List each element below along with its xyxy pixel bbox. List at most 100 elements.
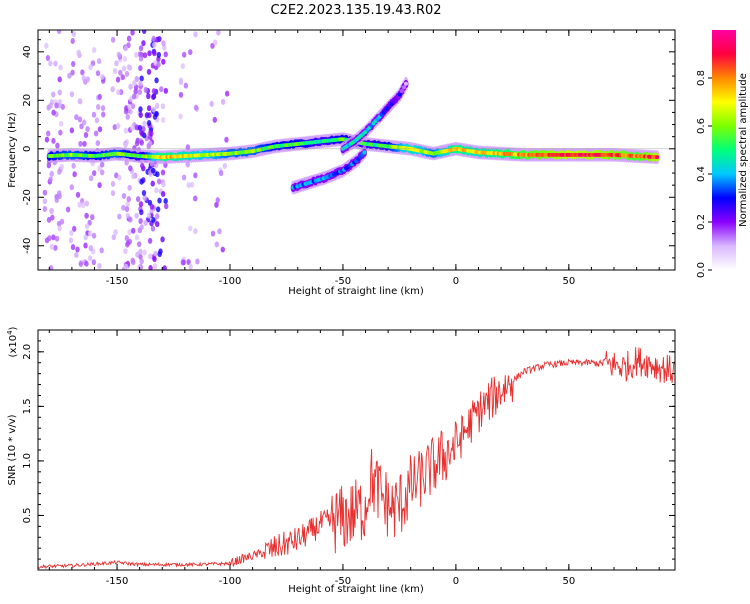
colorbar-label: Normalized spectral amplitude (738, 73, 749, 227)
spectrogram-speckle (120, 74, 125, 81)
spectrogram-speckle (135, 196, 141, 203)
spectrogram-speckle (161, 40, 166, 47)
spectrogram-speckle (84, 260, 89, 267)
spectrogram-speckle (110, 36, 116, 43)
spectrogram-speckle (91, 47, 97, 54)
spectrogram-speckle (69, 184, 74, 191)
spectrogram-y-tick-label: -20 (22, 189, 33, 205)
spectrogram-speckle (112, 67, 118, 74)
spectrogram-speckle (141, 40, 146, 47)
spectrogram-speckle (153, 250, 158, 257)
spectrogram-speckle (123, 127, 129, 134)
spectrogram-speckle (143, 219, 148, 226)
spectrogram-speckle (127, 184, 132, 191)
spectrogram-speckle (131, 93, 137, 100)
spectrogram-speckle (146, 93, 151, 100)
spectrogram-speckle (93, 130, 99, 137)
spectrogram-speckle (128, 216, 133, 223)
colorbar-tick-label: 0.8 (696, 70, 707, 86)
spectrogram-speckle (163, 51, 168, 58)
spectrogram-speckle (156, 61, 161, 68)
spectrogram-speckle (161, 116, 166, 123)
spectrogram-speckle (193, 195, 198, 202)
spectrogram-speckle (95, 140, 101, 147)
spectrogram-speckle (113, 229, 118, 236)
spectrogram-speckle (220, 246, 225, 253)
spectrogram-speckle (160, 236, 165, 243)
snr-y-tick-label: 1.5 (22, 398, 33, 414)
spectrogram-speckle (149, 203, 155, 210)
spectrogram-speckle (48, 176, 53, 183)
spectrogram-speckle (82, 140, 87, 147)
spectrogram-speckle (134, 76, 140, 83)
spectrogram-speckle (114, 60, 119, 67)
snr-multiplier: (x104) (6, 326, 19, 357)
spectrogram-speckle (59, 163, 65, 170)
spectrogram-speckle (210, 230, 216, 237)
spectrogram-speckle (77, 98, 83, 105)
spectrogram-speckle (58, 129, 63, 136)
spectrogram-speckle (46, 216, 52, 223)
spectrogram-speckle (138, 45, 144, 52)
spectrogram-y-tick-label: 0 (22, 146, 33, 152)
snr-y-tick-label: 1.0 (22, 453, 33, 469)
spectrogram-speckle (150, 225, 156, 232)
spectrogram-speckle (53, 60, 58, 67)
spectrogram-speckle (164, 203, 169, 210)
snr-multiplier-base: (x10 (8, 335, 19, 358)
spectrogram-speckle (77, 201, 82, 208)
spectrogram-speckle (138, 112, 143, 119)
spectrogram-speckle (51, 91, 56, 98)
spectrogram-speckle (97, 165, 102, 172)
spectrogram-speckle (186, 259, 191, 266)
spectrogram-speckle (60, 103, 65, 110)
spectrogram-speckle (78, 140, 83, 147)
snr-x-tick-label: -150 (106, 576, 129, 587)
spectrogram-speckle (138, 65, 143, 72)
spectrogram-speckle (83, 131, 89, 138)
spectrogram-speckle (152, 50, 157, 57)
spectrogram-speckle (88, 64, 93, 71)
spectrogram-speckle (137, 89, 143, 96)
spectrogram-speckle (123, 263, 129, 270)
spectrogram-y-tick-label: -40 (22, 238, 33, 254)
spectrogram-speckle (44, 136, 50, 143)
snr-x-tick-label: -50 (335, 576, 351, 587)
spectrogram-speckle (51, 234, 56, 241)
spectrogram-speckle (121, 193, 127, 200)
spectrogram-speckle (148, 264, 153, 270)
spectrogram-speckle (138, 201, 144, 208)
spectrogram-speckle (118, 69, 123, 76)
spectrogram-speckle (141, 190, 147, 197)
spectrogram-speckle (70, 37, 75, 44)
snr-x-tick-label: 0 (453, 576, 459, 587)
chart-title: C2E2.2023.135.19.43.R02 (270, 3, 441, 18)
spectrogram-x-tick-label: -100 (219, 276, 242, 287)
spectrogram-speckle (91, 111, 97, 118)
spectrogram-speckle (155, 213, 160, 220)
spectrogram-speckle (117, 174, 122, 181)
spectrogram-speckle (91, 232, 97, 239)
colorbar: 0.0 0.2 0.4 0.6 0.8 Normalized spectral ampl… (696, 30, 749, 278)
spectrogram-speckle (214, 241, 219, 248)
spectrogram-speckle (44, 42, 49, 49)
spectrogram-speckle (100, 73, 105, 80)
spectrogram-speckle (48, 265, 54, 270)
spectrogram-core (362, 150, 367, 155)
spectrogram-speckle (81, 75, 86, 82)
spectrogram-speckle (178, 113, 183, 120)
spectrogram-speckle (152, 41, 157, 48)
spectrogram-speckle (69, 127, 75, 134)
spectrogram-speckle (142, 120, 147, 127)
colorbar-strip (712, 30, 736, 270)
spectrogram-speckle (117, 213, 122, 220)
spectrogram-speckle (155, 206, 161, 213)
spectrogram-speckle (151, 88, 157, 95)
spectrogram-speckle (46, 130, 51, 137)
spectrogram-speckle (163, 87, 169, 94)
spectrogram-ylabel: Frequency (Hz) (7, 112, 18, 188)
spectrogram-speckle (138, 80, 143, 87)
spectrogram-speckle (53, 244, 58, 251)
spectrogram-speckle (71, 61, 76, 68)
spectrogram-speckle (131, 227, 136, 234)
